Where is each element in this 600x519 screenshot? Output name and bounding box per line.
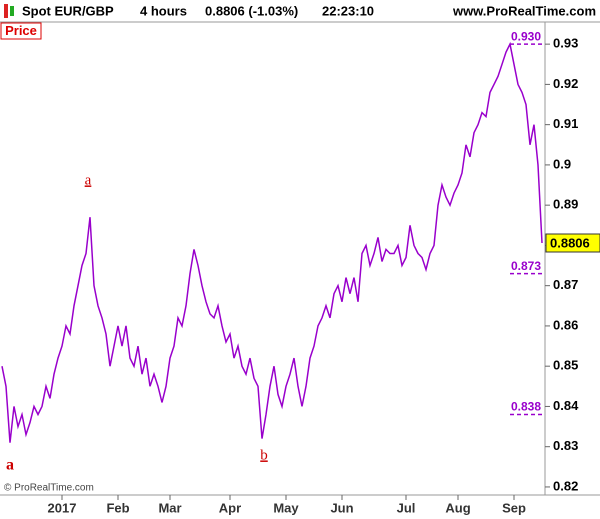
panel-label-box — [0, 22, 42, 40]
x-tick-label: 2017 — [48, 500, 77, 515]
y-tick-label: 0.93 — [553, 36, 578, 51]
x-tick-label: Feb — [106, 500, 129, 515]
panel-label: Price — [5, 23, 37, 38]
x-tick-label: Jul — [397, 500, 416, 515]
y-tick-label: 0.92 — [553, 76, 578, 91]
annotation: a — [6, 457, 14, 474]
level-label: 0.838 — [511, 400, 541, 414]
y-tick-label: 0.83 — [553, 438, 578, 453]
y-tick-label: 0.91 — [553, 116, 578, 131]
title: Spot EUR/GBP — [22, 3, 114, 18]
x-tick-label: Aug — [445, 500, 470, 515]
icon — [4, 4, 14, 18]
x-tick-label: Mar — [158, 500, 181, 515]
y-tick-label: 0.89 — [553, 197, 578, 212]
last-change: 0.8806 (-1.03%) — [205, 3, 298, 18]
interval: 4 hours — [140, 3, 187, 18]
last-price-label: 0.8806 — [550, 235, 590, 250]
time: 22:23:10 — [322, 3, 374, 18]
y-tick-label: 0.9 — [553, 156, 571, 171]
annotation: b — [260, 447, 268, 463]
y-tick-label: 0.86 — [553, 317, 578, 332]
x-tick-label: Apr — [219, 500, 241, 515]
x-tick-label: Jun — [330, 500, 353, 515]
level-label: 0.873 — [511, 259, 541, 273]
y-tick-label: 0.85 — [553, 358, 578, 373]
y-tick-label: 0.82 — [553, 478, 578, 493]
y-tick-label: 0.87 — [553, 277, 578, 292]
annotation: a — [85, 172, 92, 188]
copyright: © ProRealTime.com — [4, 483, 94, 494]
x-tick-label: May — [273, 500, 299, 515]
price-line — [1, 41, 543, 443]
y-tick-label: 0.84 — [553, 398, 579, 413]
level-label: 0.930 — [511, 29, 541, 43]
site: www.ProRealTime.com — [452, 3, 596, 18]
last-price-box — [545, 233, 600, 253]
x-tick-label: Sep — [502, 500, 526, 515]
